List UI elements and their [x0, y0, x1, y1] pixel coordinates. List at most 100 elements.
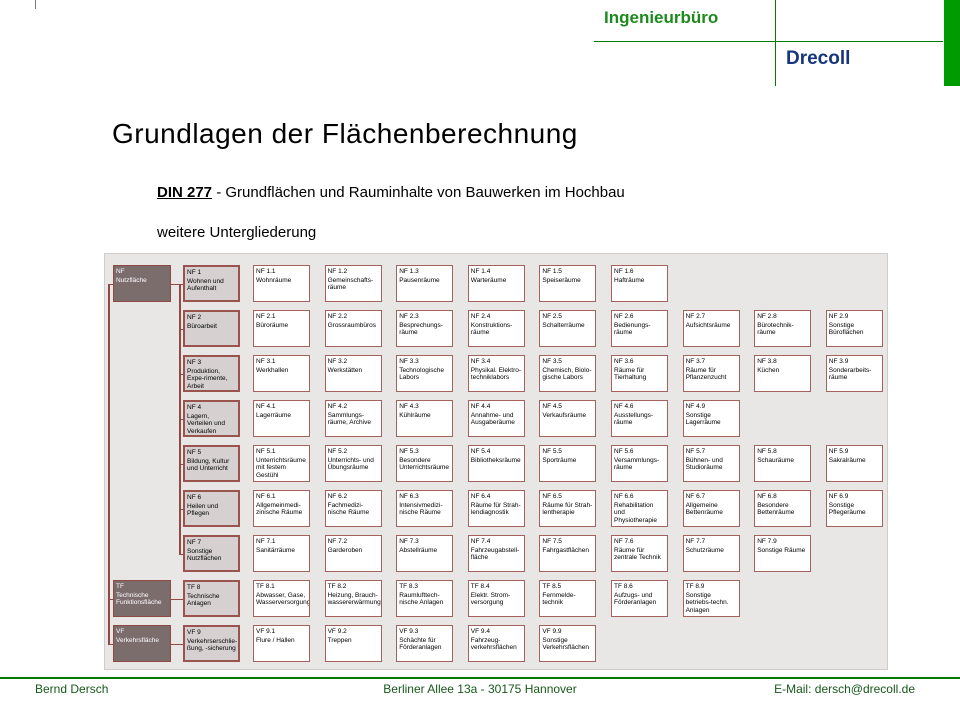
- box-code: NF 5: [187, 449, 202, 456]
- connector-line: [179, 508, 183, 510]
- connector-line: [179, 463, 183, 465]
- box-code: NF 4.4: [470, 403, 491, 410]
- box-code: TF 8.9: [685, 583, 705, 590]
- box-label: Aufsichtsräume: [685, 321, 731, 329]
- box-label: Fachmedizi-nische Räume: [327, 501, 370, 517]
- item-box-nf2.7: NF 2.7 Aufsichtsräume: [682, 310, 740, 347]
- box-label: Flure / Hallen: [256, 636, 295, 644]
- footer-email: E-Mail: dersch@drecoll.de: [774, 682, 915, 696]
- item-box-nf7.6: NF 7.6 Räume für zentrale Technik: [611, 535, 668, 572]
- box-label: Lagern, Verteilen und Verkaufen: [187, 412, 225, 435]
- box-label: Lagerräume: [256, 411, 292, 419]
- item-box-nf2.3: NF 2.3 Besprechungs-räume: [396, 310, 454, 347]
- box-label: Technische Funktionsfläche: [116, 591, 162, 607]
- box-code: NF 7.6: [614, 538, 634, 545]
- group-box-nf3: NF 3 Produktion, Expe-rimente, Arbeit: [183, 355, 240, 392]
- box-label: Schauräume: [757, 456, 795, 464]
- item-box-vf9.4: VF 9.4 Fahrzeug-verkehrsflächen: [467, 625, 525, 662]
- item-box-tf8.2: TF 8.2 Heizung, Brauch-wassererwärmung: [324, 580, 382, 617]
- item-box-nf3.2: NF 3.2 Werkstätten: [324, 355, 382, 392]
- category-box-tf: TF Technische Funktionsfläche: [113, 580, 171, 617]
- item-box-nf4.3: NF 4.3 Kühlräume: [396, 400, 454, 437]
- box-label: Sonstige Pflegeräume: [828, 501, 866, 517]
- box-code: VF 9.3: [399, 628, 419, 635]
- box-label: Verkaufsräume: [542, 411, 587, 419]
- box-code: NF 3.5: [542, 358, 562, 365]
- box-code: NF 3.9: [828, 358, 849, 365]
- item-box-nf6.4: NF 6.4 Räume für Strah-lendiagnostik: [467, 490, 525, 527]
- box-code: NF 3.2: [327, 358, 348, 365]
- connector-line: [108, 283, 113, 285]
- box-code: NF 7: [187, 539, 202, 546]
- box-code: NF 5.7: [685, 448, 706, 455]
- connector-line: [108, 283, 110, 644]
- box-label: Raumlufttech-nische Anlagen: [399, 591, 444, 607]
- box-label: Rehabilitation und Physiotherapie: [614, 501, 657, 524]
- box-code: TF 8.2: [327, 583, 347, 590]
- box-code: NF 7.9: [757, 538, 777, 545]
- item-box-vf9.9: VF 9.9 Sonstige Verkehrsflächen: [539, 625, 597, 662]
- item-box-nf7.7: NF 7.7 Schutzräume: [682, 535, 740, 572]
- header-vertical-rule: [775, 0, 776, 86]
- item-box-nf4.9: NF 4.9 Sonstige Lagerräume: [682, 400, 740, 437]
- connector-line: [179, 553, 183, 555]
- item-box-nf6.7: NF 6.7 Allgemeine Bettenräume: [682, 490, 740, 527]
- box-label: Räume für zentrale Technik: [614, 546, 661, 562]
- box-code: TF 8.6: [614, 583, 633, 590]
- box-code: NF 5.4: [470, 448, 491, 455]
- item-box-nf2.4: NF 2.4 Konstruktions-räume: [467, 310, 525, 347]
- box-label: Heizung, Brauch-wassererwärmung: [327, 591, 381, 607]
- footer-rule: [0, 677, 960, 679]
- box-code: NF 6.3: [399, 493, 419, 500]
- group-box-nf1: NF 1 Wohnen und Aufenthalt: [183, 265, 240, 302]
- box-label: Technische Anlagen: [187, 592, 220, 608]
- connector-line: [108, 598, 113, 600]
- item-box-nf5.9: NF 5.9 Sakralräume: [825, 445, 883, 482]
- box-label: Verkehrsfläche: [116, 636, 159, 644]
- group-box-nf6: NF 6 Heilen und Pflegen: [183, 490, 240, 527]
- item-box-nf1.6: NF 1.6 Hafträume: [611, 265, 668, 302]
- item-box-nf4.1: NF 4.1 Lagerräume: [253, 400, 310, 437]
- item-box-nf6.2: NF 6.2 Fachmedizi-nische Räume: [324, 490, 382, 527]
- box-label: Sonderarbeits-räume: [828, 366, 872, 382]
- box-label: Unterrichts- und Übungsräume: [327, 456, 374, 472]
- item-box-tf8.9: TF 8.9 Sonstige betriebs-techn. Anlagen: [682, 580, 740, 617]
- item-box-nf4.5: NF 4.5 Verkaufsräume: [539, 400, 597, 437]
- footer-address: Berliner Allee 13a - 30175 Hannover: [383, 682, 577, 696]
- item-box-nf4.4: NF 4.4 Annahme- und Ausgaberäume: [467, 400, 525, 437]
- box-label: Versammlungs-räume: [614, 456, 660, 472]
- box-code: NF 1.3: [399, 268, 419, 275]
- item-box-nf5.4: NF 5.4 Bibliotheksräume: [467, 445, 525, 482]
- box-label: Heilen und Pflegen: [187, 502, 219, 518]
- group-box-vf9: VF 9 Verkehrserschlie-ßung, -sicherung: [183, 625, 240, 662]
- box-code: NF 4.1: [256, 403, 276, 410]
- header-green-accent-block: [944, 0, 960, 86]
- box-code: VF: [116, 628, 125, 635]
- box-label: Verkehrserschlie-ßung, -sicherung: [187, 637, 238, 653]
- box-label: Technologische Labors: [399, 366, 444, 382]
- box-label: Abwasser, Gase, Wasserversorgung: [256, 591, 310, 607]
- box-code: NF 4.9: [685, 403, 706, 410]
- box-code: TF 8.5: [542, 583, 562, 590]
- item-box-tf8.4: TF 8.4 Elektr. Strom-versorgung: [467, 580, 525, 617]
- box-label: Annahme- und Ausgaberäume: [470, 411, 515, 427]
- group-box-nf2: NF 2 Büroarbeit: [183, 310, 240, 347]
- box-code: NF 3.4: [470, 358, 491, 365]
- item-box-nf7.1: NF 7.1 Sanitärräume: [253, 535, 310, 572]
- box-code: NF 3.7: [685, 358, 706, 365]
- box-label: Räume für Strah-lendiagnostik: [470, 501, 521, 517]
- item-box-nf5.7: NF 5.7 Bühnen- und Studioräume: [682, 445, 740, 482]
- item-box-nf2.6: NF 2.6 Bedienungs-räume: [611, 310, 668, 347]
- box-label: Pausenräume: [399, 276, 440, 284]
- din277-diagram: NF Nutzfläche NF 1 Wohnen und Aufenthalt NF …: [104, 253, 888, 670]
- box-label: Bedienungs-räume: [614, 321, 651, 337]
- item-box-nf2.8: NF 2.8 Bürotechnik-räume: [754, 310, 812, 347]
- box-label: Sonstige Büroflächen: [828, 321, 864, 337]
- box-label: Bürotechnik-räume: [757, 321, 794, 337]
- category-box-nf: NF Nutzfläche: [113, 265, 171, 302]
- box-label: Elektr. Strom-versorgung: [470, 591, 511, 607]
- item-box-vf9.2: VF 9.2 Treppen: [324, 625, 382, 662]
- box-code: VF 9.1: [256, 628, 276, 635]
- box-label: Wohnräume: [256, 276, 292, 284]
- box-code: NF 2.6: [614, 313, 634, 320]
